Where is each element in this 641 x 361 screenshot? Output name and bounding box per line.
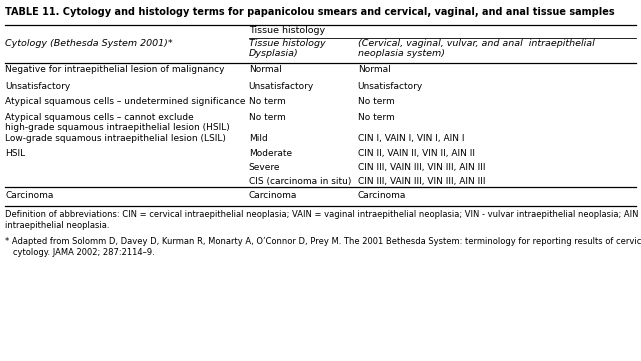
Text: Tissue histology
Dysplasia): Tissue histology Dysplasia): [249, 39, 326, 58]
Text: Cytology (Bethesda System 2001)*: Cytology (Bethesda System 2001)*: [5, 39, 173, 48]
Text: Definition of abbreviations: CIN = cervical intraepithelial neoplasia; VAIN = va: Definition of abbreviations: CIN = cervi…: [5, 210, 641, 230]
Text: Moderate: Moderate: [249, 149, 292, 158]
Text: Atypical squamous cells – undetermined significance: Atypical squamous cells – undetermined s…: [5, 97, 246, 106]
Text: HSIL: HSIL: [5, 149, 25, 158]
Text: * Adapted from Solomm D, Davey D, Kurman R, Monarty A, O’Connor D, Prey M. The 2: * Adapted from Solomm D, Davey D, Kurman…: [5, 237, 641, 257]
Text: Tissue histology: Tissue histology: [249, 26, 325, 35]
Text: Atypical squamous cells – cannot exclude
high-grade squamous intraepithelial les: Atypical squamous cells – cannot exclude…: [5, 113, 230, 132]
Text: Carcinoma: Carcinoma: [358, 191, 406, 200]
Text: Mild: Mild: [249, 134, 267, 143]
Text: Negative for intraepithelial lesion of malignancy: Negative for intraepithelial lesion of m…: [5, 65, 224, 74]
Text: No term: No term: [249, 97, 285, 106]
Text: Unsatisfactory: Unsatisfactory: [358, 82, 423, 91]
Text: Low-grade squamous intraepithelial lesion (LSIL): Low-grade squamous intraepithelial lesio…: [5, 134, 226, 143]
Text: Unsatisfactory: Unsatisfactory: [5, 82, 71, 91]
Text: No term: No term: [358, 113, 394, 122]
Text: (Cervical, vaginal, vulvar, and anal  intraepithelial
neoplasia system): (Cervical, vaginal, vulvar, and anal int…: [358, 39, 594, 58]
Text: Carcinoma: Carcinoma: [5, 191, 53, 200]
Text: Normal: Normal: [358, 65, 390, 74]
Text: Severe: Severe: [249, 163, 280, 172]
Text: TABLE 11. Cytology and histology terms for papanicolou smears and cervical, vagi: TABLE 11. Cytology and histology terms f…: [5, 7, 615, 17]
Text: CIN III, VAIN III, VIN III, AIN III: CIN III, VAIN III, VIN III, AIN III: [358, 163, 485, 172]
Text: Normal: Normal: [249, 65, 281, 74]
Text: CIN III, VAIN III, VIN III, AIN III: CIN III, VAIN III, VIN III, AIN III: [358, 177, 485, 186]
Text: No term: No term: [249, 113, 285, 122]
Text: Carcinoma: Carcinoma: [249, 191, 297, 200]
Text: CIS (carcinoma in situ): CIS (carcinoma in situ): [249, 177, 351, 186]
Text: No term: No term: [358, 97, 394, 106]
Text: CIN II, VAIN II, VIN II, AIN II: CIN II, VAIN II, VIN II, AIN II: [358, 149, 475, 158]
Text: Unsatisfactory: Unsatisfactory: [249, 82, 314, 91]
Text: CIN I, VAIN I, VIN I, AIN I: CIN I, VAIN I, VIN I, AIN I: [358, 134, 464, 143]
